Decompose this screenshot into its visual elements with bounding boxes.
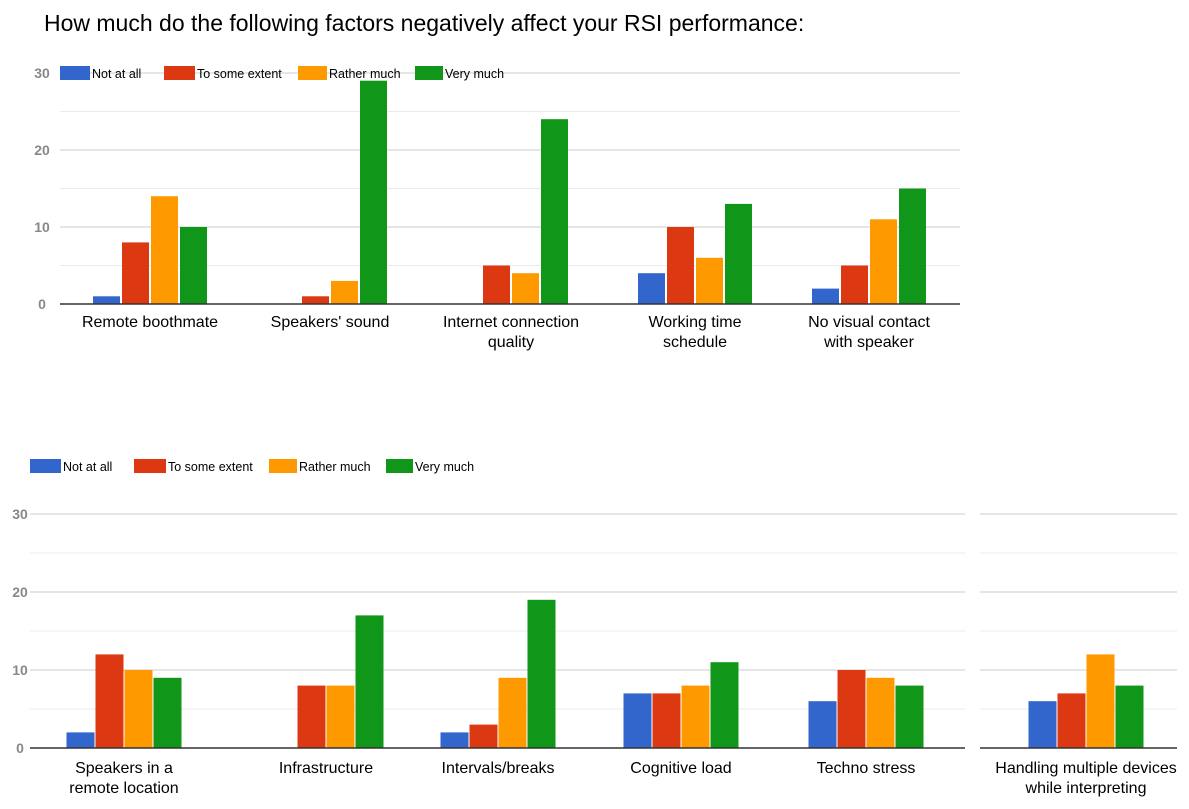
bar (696, 257, 723, 304)
bar (812, 288, 839, 304)
bar (1115, 685, 1144, 748)
bar (153, 677, 182, 748)
bar (725, 203, 752, 304)
category-label: with speaker (823, 334, 914, 351)
y-tick-label: 20 (34, 142, 50, 158)
legend-label: Not at all (92, 67, 141, 81)
bar (469, 724, 498, 748)
bar (124, 670, 153, 748)
category-label: No visual contact (808, 314, 930, 331)
bar (870, 219, 897, 304)
legend-swatch (269, 459, 297, 473)
legend-swatch (30, 459, 61, 473)
category-label: Speakers in a (75, 760, 173, 777)
legend-swatch (134, 459, 166, 473)
legend-swatch (415, 66, 443, 80)
bar (1086, 654, 1115, 748)
bar (297, 685, 326, 748)
bar (512, 273, 539, 304)
bar (440, 732, 469, 748)
bar (866, 677, 895, 748)
bar (837, 670, 866, 748)
legend-swatch (164, 66, 195, 80)
y-tick-label: 30 (34, 65, 50, 81)
bar (895, 685, 924, 748)
bar (180, 227, 207, 304)
page-title: How much do the following factors negati… (44, 10, 805, 36)
category-label: Remote boothmate (82, 314, 218, 331)
bar (667, 227, 694, 304)
y-tick-label: 20 (12, 584, 28, 600)
y-tick-label: 0 (38, 296, 46, 312)
legend-label: Very much (445, 67, 504, 81)
bar (498, 677, 527, 748)
legend-label: Very much (415, 460, 474, 474)
category-label: remote location (69, 780, 178, 797)
bar (527, 599, 556, 748)
bar (541, 119, 568, 304)
bar (638, 273, 665, 304)
y-tick-label: 0 (16, 740, 24, 756)
category-label: quality (488, 334, 534, 351)
bar (122, 242, 149, 304)
bar (95, 654, 124, 748)
legend-label: Rather much (329, 67, 401, 81)
legend-swatch (60, 66, 90, 80)
bar (841, 265, 868, 304)
y-tick-label: 10 (12, 662, 28, 678)
legend-swatch (298, 66, 327, 80)
category-label: Intervals/breaks (442, 760, 555, 777)
bar (681, 685, 710, 748)
category-label: Infrastructure (279, 760, 373, 777)
category-label: while interpreting (1025, 780, 1147, 797)
bar (151, 196, 178, 304)
bar (355, 615, 384, 748)
category-label: Speakers' sound (271, 314, 390, 331)
category-label: Internet connection (443, 314, 579, 331)
legend-swatch (386, 459, 413, 473)
bar (808, 701, 837, 748)
bar (326, 685, 355, 748)
bar (93, 296, 120, 304)
y-tick-label: 10 (34, 219, 50, 235)
bar (710, 662, 739, 748)
bar (623, 693, 652, 748)
category-label: Cognitive load (630, 760, 731, 777)
bar (1057, 693, 1086, 748)
bar (302, 296, 329, 304)
bar (899, 188, 926, 304)
category-label: Handling multiple devices (995, 760, 1176, 777)
legend-label: To some extent (197, 67, 282, 81)
bar (652, 693, 681, 748)
category-label: schedule (663, 334, 727, 351)
category-label: Techno stress (817, 760, 916, 777)
legend-label: Rather much (299, 460, 371, 474)
legend-label: Not at all (63, 460, 112, 474)
bar (331, 280, 358, 304)
bar (483, 265, 510, 304)
bar (66, 732, 95, 748)
category-label: Working time (648, 314, 741, 331)
bar (360, 80, 387, 304)
bar (1028, 701, 1057, 748)
legend-label: To some extent (168, 460, 253, 474)
y-tick-label: 30 (12, 506, 28, 522)
